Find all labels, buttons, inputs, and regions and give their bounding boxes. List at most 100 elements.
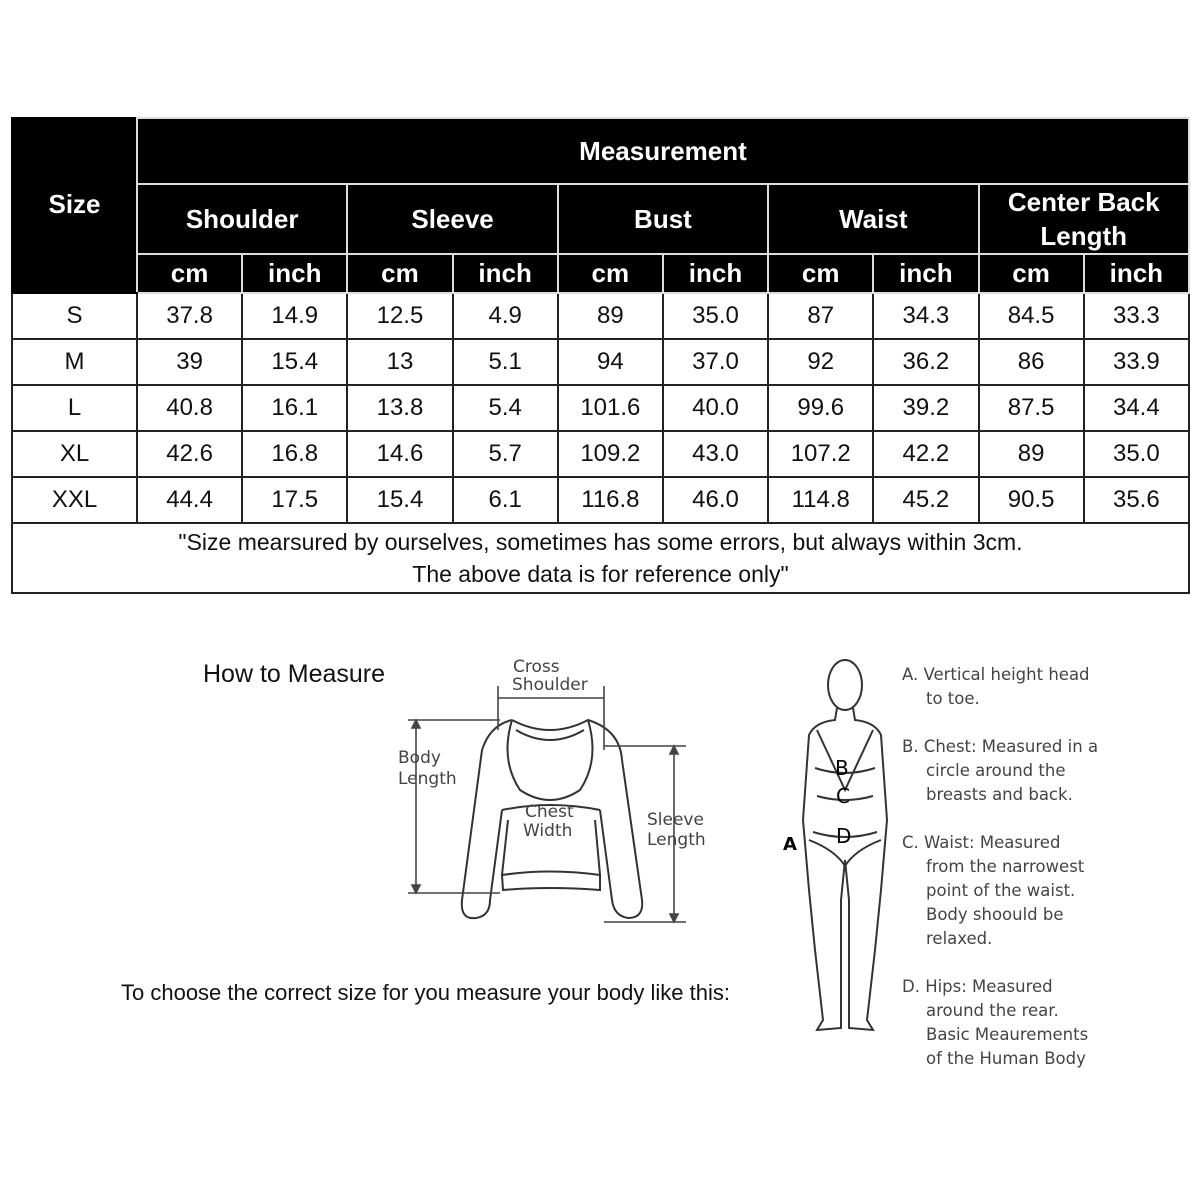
value-cell: 13 [346,338,454,386]
description-line: B. Chest: Measured in a [902,737,1099,756]
table-row: M 39 15.4 13 5.1 94 37.0 92 36.2 86 33.9 [11,338,1190,386]
unit-header: cm [556,253,664,294]
value-cell: 14.9 [241,292,349,340]
value-cell: 5.7 [451,430,559,478]
unit-header: inch [872,253,980,294]
sweater-outline [460,718,644,920]
marker-c: C [836,784,850,808]
value-cell: 16.8 [241,430,349,478]
description-item: D. Hips: Measured around the rear. Basic M… [902,975,1098,1071]
value-cell: 40.0 [661,384,770,432]
value-cell: 44.4 [135,476,244,524]
value-cell: 109.2 [556,430,664,478]
group-header: Waist [767,183,980,255]
description-line: to toe. [926,689,980,708]
human-body-diagram: B C D A [783,659,889,1032]
description-line: of the Human Body [926,1049,1086,1068]
value-cell: 42.6 [135,430,244,478]
value-cell: 101.6 [556,384,664,432]
size-header: Size [11,117,138,294]
value-cell: 4.9 [451,292,559,340]
value-cell: 90.5 [977,476,1085,524]
unit-header: cm [135,253,244,294]
unit-header: cm [346,253,454,294]
value-cell: 14.6 [346,430,454,478]
group-header: Bust [556,183,770,255]
value-cell: 99.6 [767,384,875,432]
description-item: B. Chest: Measured in a circle around the… [902,735,1098,807]
size-cell: XXL [11,476,138,524]
group-header: Center Back Length [977,183,1190,255]
value-cell: 43.0 [661,430,770,478]
group-header: Sleeve [346,183,559,255]
value-cell: 6.1 [451,476,559,524]
description-line: A. Vertical height head [902,665,1090,684]
value-cell: 16.1 [241,384,349,432]
value-cell: 89 [977,430,1085,478]
value-cell: 35.0 [661,292,770,340]
value-cell: 37.8 [135,292,244,340]
marker-d: D [836,824,851,848]
value-cell: 107.2 [767,430,875,478]
value-cell: 87 [767,292,875,340]
value-cell: 34.3 [872,292,980,340]
value-cell: 87.5 [977,384,1085,432]
value-cell: 89 [556,292,664,340]
table-row: XL 42.6 16.8 14.6 5.7 109.2 43.0 107.2 42.2 89 35.… [11,430,1190,478]
size-cell: M [11,338,138,386]
unit-header: cm [767,253,875,294]
description-line: relaxed. [926,929,993,948]
unit-header: inch [451,253,559,294]
description-item: A. Vertical height head to toe. [902,663,1098,711]
shoulder-label: Shoulder [512,675,588,695]
description-line: Basic Meaurements [926,1025,1089,1044]
value-cell: 35.6 [1082,476,1190,524]
value-cell: 33.9 [1082,338,1190,386]
size-cell: XL [11,430,138,478]
sleeve-length-label: Length [647,830,706,850]
description-line: point of the waist. [926,881,1076,900]
value-cell: 12.5 [346,292,454,340]
value-cell: 45.2 [872,476,980,524]
value-cell: 39.2 [872,384,980,432]
description-line: around the rear. [926,1001,1059,1020]
value-cell: 86 [977,338,1085,386]
description-line: circle around the [926,761,1066,780]
group-header: Shoulder [135,183,349,255]
cross-label: Cross [513,657,560,677]
value-cell: 39 [135,338,244,386]
unit-header: cm [977,253,1085,294]
value-cell: 37.0 [661,338,770,386]
description-line: D. Hips: Measured [902,977,1053,996]
size-chart-table: Size Measurement Shoulder Sleeve Bust Waist… [11,117,1190,594]
width-label: Width [523,821,572,841]
value-cell: 92 [767,338,875,386]
description-line: breasts and back. [926,785,1073,804]
value-cell: 5.4 [451,384,559,432]
table-row: S 37.8 14.9 12.5 4.9 89 35.0 87 34.3 84.5 33.3 [11,292,1190,340]
description-item: C. Waist: Measured from the narrowest poin… [902,831,1098,951]
value-cell: 40.8 [135,384,244,432]
unit-header: inch [241,253,349,294]
value-cell: 94 [556,338,664,386]
measurement-descriptions: A. Vertical height head to toe. B. Chest: … [902,663,1098,1095]
unit-header: inch [661,253,770,294]
note-line: "Size mearsured by ourselves, sometimes … [178,529,1023,555]
chest-label: Chest [525,802,574,822]
unit-header: inch [1082,253,1190,294]
value-cell: 42.2 [872,430,980,478]
sleeve-label: Sleeve [647,810,704,830]
value-cell: 114.8 [767,476,875,524]
value-cell: 35.0 [1082,430,1190,478]
value-cell: 15.4 [346,476,454,524]
value-cell: 36.2 [872,338,980,386]
value-cell: 15.4 [241,338,349,386]
value-cell: 17.5 [241,476,349,524]
body-label: Body [398,748,441,768]
value-cell: 34.4 [1082,384,1190,432]
size-cell: S [11,292,138,340]
description-line: C. Waist: Measured [902,833,1061,852]
garment-diagram: Cross Shoulder Body Length Chest Width S… [398,657,706,924]
how-to-measure-title: How to Measure [203,660,386,688]
body-length-label: Length [398,769,457,789]
